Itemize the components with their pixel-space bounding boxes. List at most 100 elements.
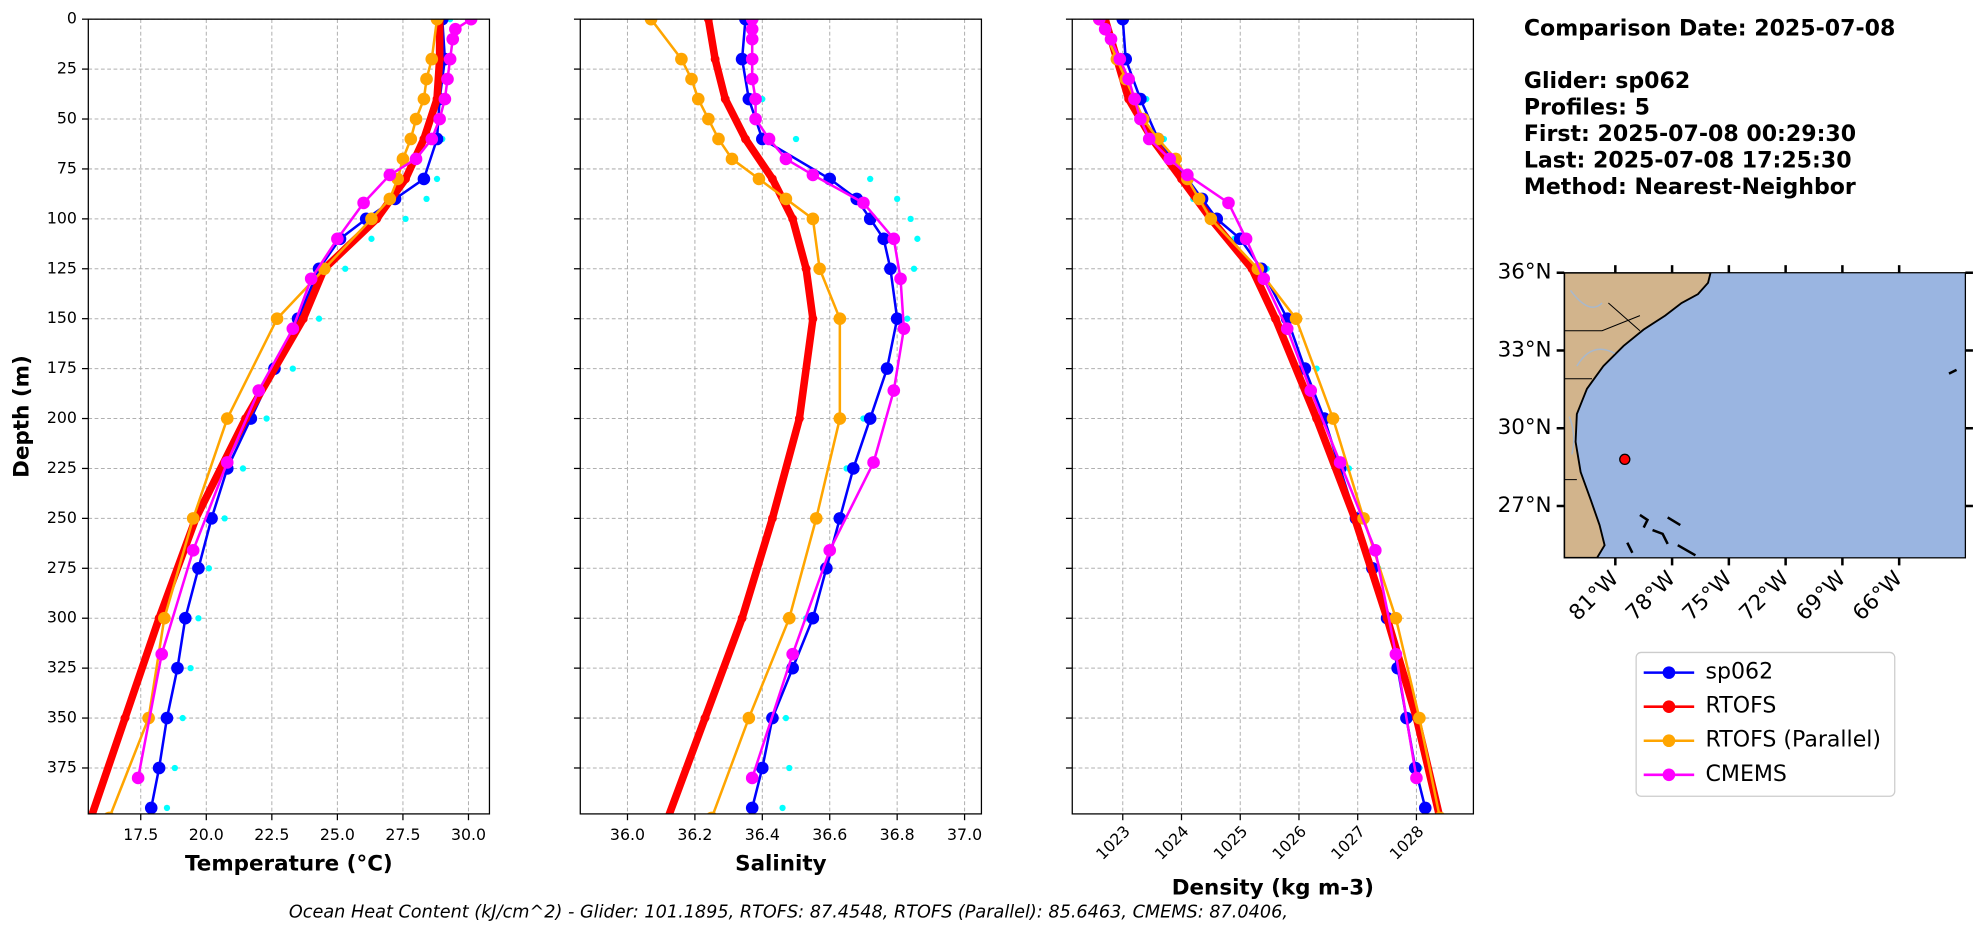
profile-marker (220, 456, 234, 469)
x-tick-label: 36.0 (610, 825, 645, 844)
profile-dot (792, 135, 800, 143)
profile-marker (404, 132, 418, 146)
y-tick-label: 325 (47, 658, 77, 677)
y-tick-label: 150 (47, 308, 77, 327)
profile-marker (762, 132, 776, 146)
profile-marker (1326, 412, 1340, 425)
profile-marker (383, 192, 397, 206)
profile-marker (304, 272, 318, 286)
profile-marker (1104, 32, 1118, 46)
profile-marker (152, 761, 166, 775)
y-tick-label: 50 (57, 109, 77, 128)
profile-marker (720, 94, 730, 104)
profile-marker (887, 384, 901, 397)
panel: 0 25 50 75 100 125 150 175 200 225 250 275 300 325 350… (10, 9, 491, 876)
y-tick-label: 375 (47, 757, 77, 776)
legend-marker (1662, 666, 1676, 679)
profile-dot (786, 764, 793, 772)
profile-marker (179, 611, 192, 625)
profile-marker (745, 22, 759, 36)
glider-location (1619, 453, 1631, 466)
map-lat-label: 30°N (1498, 415, 1552, 440)
x-axis-label: Density (kg m-3) (1172, 875, 1374, 900)
x-tick-label: 1024 (1151, 822, 1193, 864)
x-tick-label: 1023 (1092, 822, 1134, 864)
series-group (1092, 19, 1445, 814)
profile-marker (1369, 544, 1382, 557)
profile-marker (205, 512, 218, 525)
profile-marker (666, 813, 670, 814)
profile-marker (742, 711, 756, 725)
profile-marker (1239, 232, 1253, 246)
info-line: Profiles: 5 (1524, 96, 1650, 121)
profile-dot (402, 215, 409, 223)
map-lon-label: 69°W (1791, 566, 1851, 626)
map-lon-label: 78°W (1621, 566, 1681, 626)
profile-dot (342, 265, 349, 272)
x-tick-label: 1025 (1210, 822, 1252, 864)
profile-dot (904, 315, 911, 322)
profile-marker (396, 152, 410, 166)
profile-dot (221, 515, 228, 522)
profile-marker (880, 362, 894, 375)
profile-marker (691, 92, 705, 106)
profile-dot (205, 565, 213, 572)
profile-marker (801, 264, 811, 274)
profile-marker (1098, 22, 1112, 36)
map-lon-label: 66°W (1848, 566, 1908, 626)
profile-marker (449, 22, 462, 36)
profile-marker (779, 192, 793, 206)
profile-marker (877, 232, 890, 246)
profile-marker (1116, 19, 1130, 26)
x-tick-label: 22.5 (254, 825, 289, 844)
profile-marker (1128, 92, 1141, 106)
borders (1564, 302, 1641, 481)
profile-marker (712, 132, 725, 146)
profile-marker (1163, 152, 1177, 166)
profile-marker (425, 132, 439, 146)
profile-marker (782, 611, 796, 625)
profile-marker (409, 152, 423, 166)
profile-marker (703, 19, 713, 24)
profile-marker (745, 32, 759, 46)
map-lat-label: 33°N (1498, 337, 1552, 362)
profile-marker (464, 19, 478, 26)
y-tick-label: 350 (47, 708, 77, 727)
y-tick-label: 275 (47, 558, 77, 577)
profile-marker (756, 761, 769, 775)
profile-marker (745, 801, 759, 814)
map: 36°N 33°N 30°N 27°N 81°W78°W75°W72°W69°W66°W (1498, 260, 1973, 626)
profile-marker (1389, 611, 1403, 625)
profile-marker (441, 72, 454, 86)
profile-marker (786, 647, 799, 661)
profile-marker (857, 196, 870, 210)
profile-marker (433, 112, 446, 126)
profile-marker (89, 813, 93, 814)
profile-marker (192, 561, 205, 575)
panels: 0 25 50 75 100 125 150 175 200 225 250 275 300 325 350… (10, 9, 1475, 900)
plot-frame (1071, 18, 1475, 815)
profile-marker (806, 611, 820, 625)
x-tick-label: 30.0 (451, 825, 486, 844)
profile-marker (383, 168, 397, 182)
profile-marker (675, 52, 688, 66)
panel: 36.0 36.2 36.4 36.6 36.8 37.0 Salinity (573, 18, 982, 876)
map-lon-label: 75°W (1678, 566, 1738, 626)
rivers (1568, 289, 1616, 455)
profile-marker (409, 112, 423, 126)
profile-dot (187, 664, 194, 672)
profile-dot (867, 175, 874, 183)
profile-marker (131, 771, 145, 785)
profile-marker (833, 412, 847, 425)
profile-marker (847, 462, 860, 475)
profile-marker (685, 72, 698, 86)
profile-marker (155, 647, 169, 661)
profile-marker (1289, 312, 1303, 326)
x-tick-label: 37.0 (947, 825, 982, 844)
profile-dot (179, 714, 186, 722)
profile-marker (808, 314, 818, 324)
profile-dot (914, 235, 921, 242)
